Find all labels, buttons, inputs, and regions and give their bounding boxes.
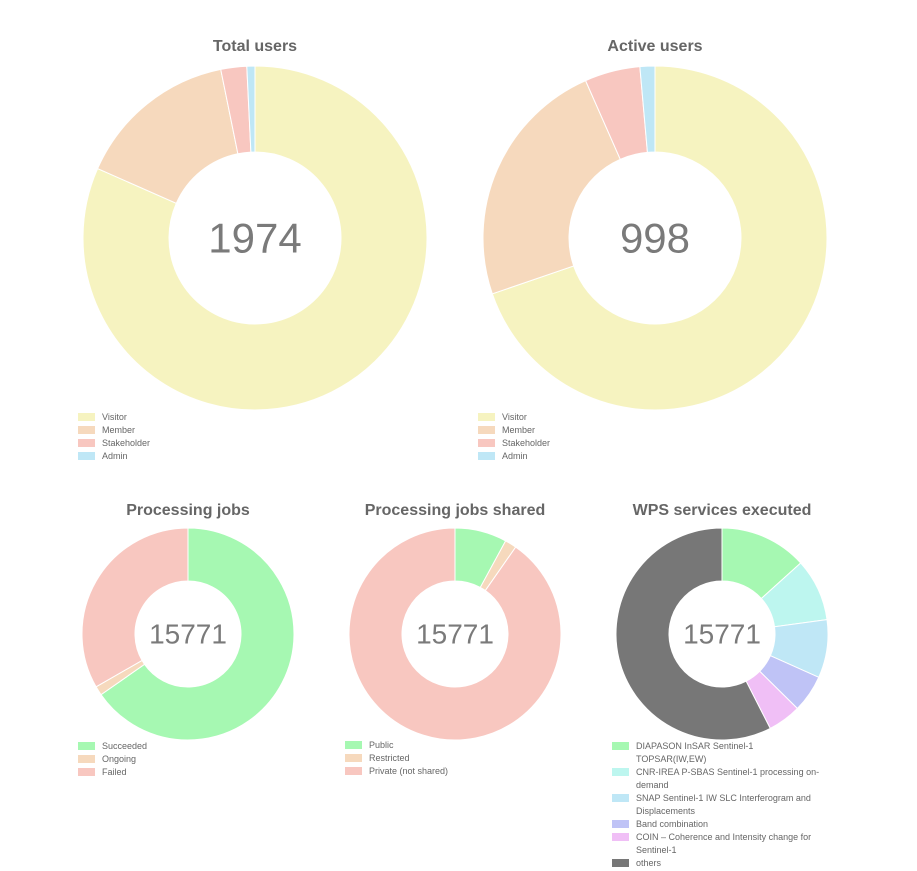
legend-item-public[interactable]: Public	[345, 739, 565, 752]
slice-others[interactable]	[615, 527, 771, 741]
legend-label: Member	[102, 425, 136, 435]
legend-label: Failed	[102, 767, 127, 777]
legend-label: Visitor	[102, 412, 127, 422]
chart-title: Total users	[212, 38, 298, 55]
legend-label: Private (not shared)	[369, 766, 449, 776]
center-total: 15771	[149, 619, 227, 650]
slice-private-not-shared[interactable]	[348, 527, 562, 741]
legend-active-users: Visitor Member Stakeholder Admin	[478, 411, 678, 463]
chart-title: Active users	[607, 38, 703, 55]
chart-active-users: Active users 998 Visitor Member Stakeholde…	[455, 36, 855, 476]
legend-processing-jobs: Succeeded Ongoing Failed	[78, 740, 298, 779]
legend-item-others[interactable]: others	[612, 857, 824, 870]
donut-processing-jobs-shared: 15771	[348, 527, 562, 741]
chart-total-users: Total users 1974 Visitor Member Stakeholde…	[55, 36, 455, 476]
legend-swatch	[612, 833, 629, 841]
legend-processing-jobs-shared: Public Restricted Private (not shared)	[345, 739, 565, 778]
legend-swatch	[78, 413, 95, 421]
slice-member[interactable]	[482, 79, 621, 295]
chart-title: WPS services executed	[632, 502, 812, 519]
legend-item-member[interactable]: Member	[478, 424, 678, 437]
legend-swatch	[78, 755, 95, 763]
slice-member[interactable]	[96, 68, 239, 204]
chart-processing-jobs: Processing jobs 15771 Succeeded Ongoing Fa…	[55, 500, 321, 800]
slice-failed[interactable]	[81, 527, 189, 688]
legend-label: Stakeholder	[102, 438, 151, 448]
legend-swatch	[478, 439, 495, 447]
slice-visitor[interactable]	[82, 65, 428, 411]
legend-label: SNAP Sentinel-1 IW SLC Interferogram and…	[636, 793, 811, 816]
legend-swatch	[612, 820, 629, 828]
legend-label: Restricted	[369, 753, 410, 763]
chart-title: Processing jobs shared	[364, 502, 546, 519]
legend-item-snap-sentinel-1-iw-slc-interferogram-and-displacements[interactable]: SNAP Sentinel-1 IW SLC Interferogram and…	[612, 792, 824, 818]
legend-swatch	[345, 767, 362, 775]
legend-label: others	[636, 858, 662, 868]
legend-swatch	[612, 742, 629, 750]
legend-swatch	[78, 426, 95, 434]
legend-item-stakeholder[interactable]: Stakeholder	[478, 437, 678, 450]
legend-label: Public	[369, 740, 394, 750]
legend-label: Succeeded	[102, 741, 148, 751]
legend-total-users: Visitor Member Stakeholder Admin	[78, 411, 278, 463]
legend-swatch	[612, 768, 629, 776]
slice-admin[interactable]	[639, 65, 656, 153]
legend-swatch	[78, 452, 95, 460]
legend-swatch	[478, 426, 495, 434]
legend-label: Member	[502, 425, 536, 435]
center-total: 15771	[683, 619, 761, 650]
donut-wps-services-executed: 15771	[615, 527, 829, 741]
legend-label: Stakeholder	[502, 438, 551, 448]
legend-item-ongoing[interactable]: Ongoing	[78, 753, 298, 766]
legend-item-coin-coherence-and-intensity-change-for-sentinel-1[interactable]: COIN – Coherence and Intensity change fo…	[612, 831, 824, 857]
legend-item-restricted[interactable]: Restricted	[345, 752, 565, 765]
legend-label: Admin	[502, 451, 528, 461]
slice-succeeded[interactable]	[100, 527, 295, 741]
legend-item-visitor[interactable]: Visitor	[78, 411, 278, 424]
center-total: 15771	[416, 619, 494, 650]
legend-swatch	[78, 439, 95, 447]
donut-active-users: 998	[482, 65, 828, 411]
legend-item-band-combination[interactable]: Band combination	[612, 818, 824, 831]
legend-item-succeeded[interactable]: Succeeded	[78, 740, 298, 753]
legend-item-cnr-irea-p-sbas-sentinel-1-processing-on-demand[interactable]: CNR-IREA P-SBAS Sentinel-1 processing on…	[612, 766, 824, 792]
chart-title: Processing jobs	[126, 502, 250, 519]
legend-label: Band combination	[636, 819, 709, 829]
donut-total-users: 1974	[82, 65, 428, 411]
chart-wps-services-executed: WPS services executed 15771 DIAPASON InS…	[589, 500, 855, 868]
legend-item-stakeholder[interactable]: Stakeholder	[78, 437, 278, 450]
legend-item-member[interactable]: Member	[78, 424, 278, 437]
legend-item-failed[interactable]: Failed	[78, 766, 298, 779]
legend-swatch	[78, 768, 95, 776]
legend-label: CNR-IREA P-SBAS Sentinel-1 processing on…	[636, 767, 820, 790]
center-total: 1974	[208, 215, 301, 262]
legend-label: Visitor	[502, 412, 527, 422]
legend-item-diapason-insar-sentinel-1-topsar-iw-ew[interactable]: DIAPASON InSAR Sentinel-1 TOPSAR(IW,EW)	[612, 740, 824, 766]
slice-admin[interactable]	[246, 65, 256, 153]
legend-swatch	[478, 413, 495, 421]
legend-label: Ongoing	[102, 754, 137, 764]
legend-item-private-not-shared[interactable]: Private (not shared)	[345, 765, 565, 778]
legend-item-admin[interactable]: Admin	[78, 450, 278, 463]
legend-label: DIAPASON InSAR Sentinel-1 TOPSAR(IW,EW)	[636, 741, 754, 764]
legend-swatch	[345, 754, 362, 762]
legend-swatch	[345, 741, 362, 749]
legend-item-visitor[interactable]: Visitor	[478, 411, 678, 424]
legend-swatch	[478, 452, 495, 460]
center-total: 998	[620, 215, 690, 262]
slice-visitor[interactable]	[491, 65, 828, 411]
donut-processing-jobs: 15771	[81, 527, 295, 741]
legend-swatch	[612, 859, 629, 867]
chart-processing-jobs-shared: Processing jobs shared 15771 Public Restr…	[322, 500, 588, 800]
legend-wps-services-executed: DIAPASON InSAR Sentinel-1 TOPSAR(IW,EW) C…	[612, 740, 824, 870]
legend-item-admin[interactable]: Admin	[478, 450, 678, 463]
legend-swatch	[78, 742, 95, 750]
legend-swatch	[612, 794, 629, 802]
legend-label: COIN – Coherence and Intensity change fo…	[636, 832, 812, 855]
legend-label: Admin	[102, 451, 128, 461]
